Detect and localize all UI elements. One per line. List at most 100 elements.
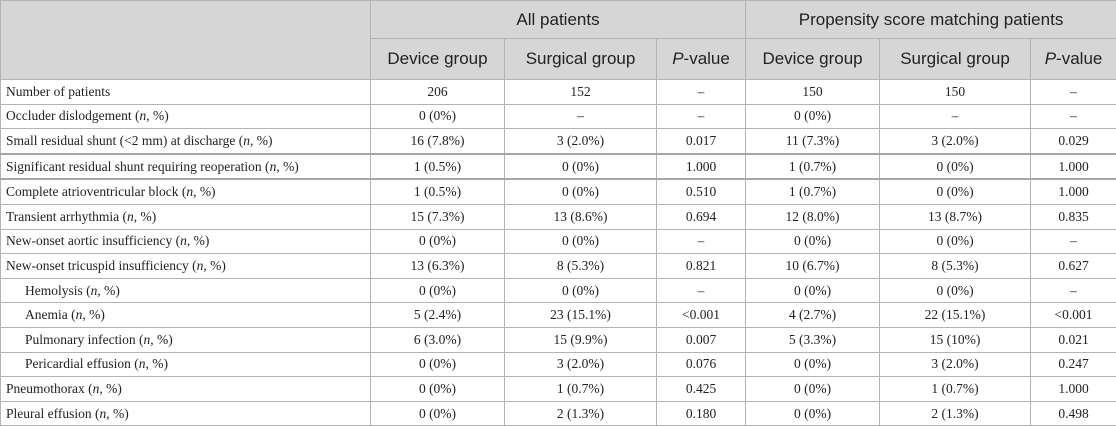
label-n: n bbox=[180, 233, 187, 248]
table-row: Pleural effusion (n, %) 0 (0%) 2 (1.3%) … bbox=[1, 401, 1116, 426]
table-row: Occluder dislodgement (n, %) 0 (0%) – – … bbox=[1, 104, 1116, 129]
cell-device-all: 0 (0%) bbox=[371, 278, 505, 303]
cell-device-all: 16 (7.8%) bbox=[371, 129, 505, 154]
label-suffix: , %) bbox=[276, 159, 299, 174]
table-body: Number of patients 206 152 – 150 150 – O… bbox=[1, 80, 1116, 426]
cell-surgical-all: 0 (0%) bbox=[505, 154, 657, 180]
cell-device-psm: 0 (0%) bbox=[746, 401, 880, 426]
cell-p-all: – bbox=[657, 80, 746, 105]
table-row: Small residual shunt (<2 mm) at discharg… bbox=[1, 129, 1116, 154]
row-label: Number of patients bbox=[1, 80, 371, 105]
cell-surgical-all: 23 (15.1%) bbox=[505, 303, 657, 328]
cell-device-all: 13 (6.3%) bbox=[371, 254, 505, 279]
table-row: New-onset tricuspid insufficiency (n, %)… bbox=[1, 254, 1116, 279]
cell-p-psm: 1.000 bbox=[1031, 179, 1116, 204]
cell-p-psm: 0.835 bbox=[1031, 204, 1116, 229]
cell-p-psm: 1.000 bbox=[1031, 377, 1116, 402]
label-text: Transient arrhythmia ( bbox=[6, 209, 127, 224]
table-row: Hemolysis (n, %) 0 (0%) 0 (0%) – 0 (0%) … bbox=[1, 278, 1116, 303]
row-label: Pleural effusion (n, %) bbox=[1, 401, 371, 426]
cell-device-psm: 10 (6.7%) bbox=[746, 254, 880, 279]
cell-surgical-all: 13 (8.6%) bbox=[505, 204, 657, 229]
cell-surgical-psm: 2 (1.3%) bbox=[880, 401, 1031, 426]
p-suffix: -value bbox=[1056, 49, 1102, 68]
cell-device-all: 5 (2.4%) bbox=[371, 303, 505, 328]
label-suffix: , %) bbox=[106, 406, 129, 421]
cell-p-all: 0.180 bbox=[657, 401, 746, 426]
cell-surgical-psm: 0 (0%) bbox=[880, 229, 1031, 254]
header-device-group-psm: Device group bbox=[746, 39, 880, 80]
cell-device-all: 0 (0%) bbox=[371, 352, 505, 377]
label-suffix: , %) bbox=[82, 307, 105, 322]
cell-surgical-psm: 0 (0%) bbox=[880, 179, 1031, 204]
row-label: Hemolysis (n, %) bbox=[1, 278, 371, 303]
cell-surgical-psm: 3 (2.0%) bbox=[880, 352, 1031, 377]
label-text: Small residual shunt (<2 mm) at discharg… bbox=[6, 133, 243, 148]
cell-p-all: – bbox=[657, 278, 746, 303]
header-device-group-all: Device group bbox=[371, 39, 505, 80]
cell-device-psm: 4 (2.7%) bbox=[746, 303, 880, 328]
table-row: Pneumothorax (n, %) 0 (0%) 1 (0.7%) 0.42… bbox=[1, 377, 1116, 402]
label-suffix: , %) bbox=[146, 108, 169, 123]
cell-p-psm: 0.498 bbox=[1031, 401, 1116, 426]
label-text: Complete atrioventricular block ( bbox=[6, 184, 186, 199]
p-letter: P bbox=[672, 49, 683, 68]
cell-surgical-all: 3 (2.0%) bbox=[505, 352, 657, 377]
cell-device-all: 1 (0.5%) bbox=[371, 154, 505, 180]
cell-device-psm: 1 (0.7%) bbox=[746, 179, 880, 204]
header-corner-cell bbox=[1, 1, 371, 80]
p-suffix: -value bbox=[684, 49, 730, 68]
table-row: Pulmonary infection (n, %) 6 (3.0%) 15 (… bbox=[1, 327, 1116, 352]
cell-surgical-psm: 22 (15.1%) bbox=[880, 303, 1031, 328]
cell-device-all: 6 (3.0%) bbox=[371, 327, 505, 352]
table-header: All patients Propensity score matching p… bbox=[1, 1, 1116, 80]
row-label: Pulmonary infection (n, %) bbox=[1, 327, 371, 352]
table-row: Anemia (n, %) 5 (2.4%) 23 (15.1%) <0.001… bbox=[1, 303, 1116, 328]
cell-surgical-psm: 0 (0%) bbox=[880, 154, 1031, 180]
label-suffix: , %) bbox=[145, 356, 168, 371]
cell-surgical-psm: 1 (0.7%) bbox=[880, 377, 1031, 402]
cell-surgical-psm: 8 (5.3%) bbox=[880, 254, 1031, 279]
cell-p-all: 0.017 bbox=[657, 129, 746, 154]
cell-p-psm: 1.000 bbox=[1031, 154, 1116, 180]
cell-device-psm: 0 (0%) bbox=[746, 229, 880, 254]
row-label: Significant residual shunt requiring reo… bbox=[1, 154, 371, 180]
cell-surgical-all: – bbox=[505, 104, 657, 129]
row-label: Anemia (n, %) bbox=[1, 303, 371, 328]
table-row: Number of patients 206 152 – 150 150 – bbox=[1, 80, 1116, 105]
cell-surgical-psm: – bbox=[880, 104, 1031, 129]
cell-device-psm: 1 (0.7%) bbox=[746, 154, 880, 180]
cell-device-all: 206 bbox=[371, 80, 505, 105]
cell-surgical-psm: 150 bbox=[880, 80, 1031, 105]
p-letter: P bbox=[1045, 49, 1056, 68]
label-text: Number of patients bbox=[6, 84, 110, 99]
label-suffix: , %) bbox=[250, 133, 273, 148]
header-psm-patients: Propensity score matching patients bbox=[746, 1, 1116, 39]
header-p-value-all: P-value bbox=[657, 39, 746, 80]
cell-p-psm: 0.021 bbox=[1031, 327, 1116, 352]
label-text: Pneumothorax ( bbox=[6, 381, 93, 396]
cell-surgical-psm: 0 (0%) bbox=[880, 278, 1031, 303]
cell-p-psm: – bbox=[1031, 229, 1116, 254]
cell-surgical-all: 0 (0%) bbox=[505, 278, 657, 303]
table-row: Significant residual shunt requiring reo… bbox=[1, 154, 1116, 180]
table-row: Complete atrioventricular block (n, %) 1… bbox=[1, 179, 1116, 204]
cell-p-all: 0.694 bbox=[657, 204, 746, 229]
label-text: New-onset tricuspid insufficiency ( bbox=[6, 258, 197, 273]
cell-surgical-psm: 15 (10%) bbox=[880, 327, 1031, 352]
cell-surgical-all: 1 (0.7%) bbox=[505, 377, 657, 402]
cell-device-psm: 0 (0%) bbox=[746, 377, 880, 402]
label-text: Pulmonary infection ( bbox=[25, 332, 143, 347]
cell-device-psm: 0 (0%) bbox=[746, 104, 880, 129]
table-row: Pericardial effusion (n, %) 0 (0%) 3 (2.… bbox=[1, 352, 1116, 377]
cell-device-psm: 11 (7.3%) bbox=[746, 129, 880, 154]
label-n: n bbox=[127, 209, 134, 224]
cell-device-all: 0 (0%) bbox=[371, 377, 505, 402]
label-suffix: , %) bbox=[203, 258, 226, 273]
cell-p-all: – bbox=[657, 229, 746, 254]
row-label: Pneumothorax (n, %) bbox=[1, 377, 371, 402]
label-suffix: , %) bbox=[97, 283, 120, 298]
cell-device-psm: 0 (0%) bbox=[746, 278, 880, 303]
cell-device-psm: 12 (8.0%) bbox=[746, 204, 880, 229]
